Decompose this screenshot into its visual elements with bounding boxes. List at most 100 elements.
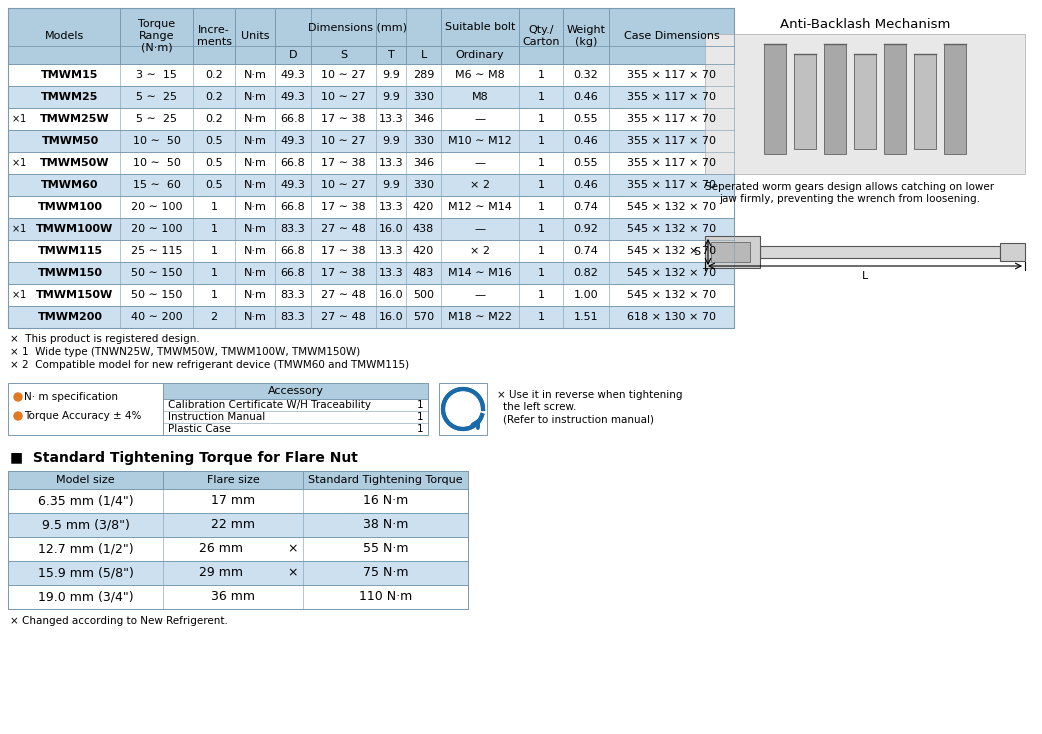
Text: 13.3: 13.3 (378, 114, 403, 124)
Bar (760, 246, 1000, 258)
Text: 1: 1 (538, 158, 545, 168)
Text: N·m: N·m (244, 70, 267, 80)
Bar (311, 46, 376, 64)
Text: Case Dimensions: Case Dimensions (623, 31, 719, 41)
Text: 27 ∼ 48: 27 ∼ 48 (321, 224, 366, 234)
Text: —: — (474, 158, 486, 168)
Text: 0.74: 0.74 (573, 246, 598, 256)
Text: 5 ∼  25: 5 ∼ 25 (137, 114, 177, 124)
Text: 500: 500 (413, 290, 435, 300)
Text: TMWM150W: TMWM150W (36, 290, 114, 300)
Text: M14 ∼ M16: M14 ∼ M16 (448, 268, 512, 278)
Bar (711, 242, 750, 262)
Bar (303, 471, 468, 489)
Bar (764, 44, 786, 154)
Text: 0.46: 0.46 (574, 180, 598, 190)
Bar (8, 240, 734, 262)
Text: the left screw.: the left screw. (503, 402, 576, 412)
Text: 1: 1 (538, 224, 545, 234)
Text: TMWM100W: TMWM100W (36, 224, 114, 234)
Text: 17 ∼ 38: 17 ∼ 38 (321, 114, 366, 124)
Bar (8, 218, 734, 240)
Text: ×: × (288, 542, 298, 556)
Text: 3 ∼  15: 3 ∼ 15 (137, 70, 177, 80)
Text: 0.74: 0.74 (573, 202, 598, 212)
Text: TMWM50W: TMWM50W (41, 158, 109, 168)
Text: 9.9: 9.9 (382, 136, 400, 146)
Text: 1: 1 (538, 136, 545, 146)
Bar (8, 471, 163, 489)
Text: 22 mm: 22 mm (210, 518, 255, 531)
Bar (705, 34, 1025, 174)
Text: N·m: N·m (244, 268, 267, 278)
Text: 26 mm: 26 mm (199, 542, 243, 556)
Text: L: L (862, 271, 868, 281)
Text: 1: 1 (538, 290, 545, 300)
Text: Model size: Model size (56, 475, 115, 485)
Bar (8, 383, 163, 435)
Text: 355 × 117 × 70: 355 × 117 × 70 (627, 114, 716, 124)
Text: 1: 1 (210, 290, 218, 300)
Text: 545 × 132 × 70: 545 × 132 × 70 (627, 246, 716, 256)
Bar (441, 8, 519, 46)
Text: Suitable bolt: Suitable bolt (445, 22, 515, 32)
Text: 29 mm: 29 mm (199, 567, 243, 580)
Text: M8: M8 (472, 92, 489, 102)
Text: 16 N·m: 16 N·m (363, 495, 408, 507)
Text: 25 ∼ 115: 25 ∼ 115 (130, 246, 182, 256)
Text: Units: Units (241, 31, 269, 41)
Text: 110 N·m: 110 N·m (358, 590, 413, 603)
Text: 0.55: 0.55 (574, 158, 598, 168)
Text: 12.7 mm (1/2"): 12.7 mm (1/2") (38, 542, 133, 556)
Bar (8, 174, 734, 196)
Text: Dimensions (mm): Dimensions (mm) (308, 22, 407, 32)
Text: M12 ∼ M14: M12 ∼ M14 (448, 202, 512, 212)
Text: 1.00: 1.00 (574, 290, 598, 300)
Text: Qty./
Carton: Qty./ Carton (522, 25, 560, 47)
Text: 10 ∼  50: 10 ∼ 50 (132, 158, 180, 168)
Text: 330: 330 (413, 180, 435, 190)
Text: TMWM150: TMWM150 (38, 268, 102, 278)
Text: TMWM100: TMWM100 (38, 202, 102, 212)
Text: 545 × 132 × 70: 545 × 132 × 70 (627, 290, 716, 300)
Bar (275, 46, 311, 64)
Bar (563, 8, 609, 64)
Bar (8, 284, 734, 306)
Bar (163, 383, 428, 435)
Text: 6.35 mm (1/4"): 6.35 mm (1/4") (38, 495, 133, 507)
Text: 618 × 130 × 70: 618 × 130 × 70 (627, 312, 716, 322)
Bar (824, 44, 846, 154)
Text: 0.92: 0.92 (573, 224, 598, 234)
Text: 55 N·m: 55 N·m (363, 542, 408, 556)
Text: M10 ∼ M12: M10 ∼ M12 (448, 136, 512, 146)
Text: 50 ∼ 150: 50 ∼ 150 (131, 268, 182, 278)
Bar (705, 236, 760, 268)
Text: M6 ∼ M8: M6 ∼ M8 (455, 70, 505, 80)
Text: Standard Tightening Torque: Standard Tightening Torque (308, 475, 463, 485)
Text: 13.3: 13.3 (378, 268, 403, 278)
Bar (8, 471, 468, 609)
Text: 17 ∼ 38: 17 ∼ 38 (321, 268, 366, 278)
Text: 16.0: 16.0 (378, 224, 403, 234)
Text: —: — (474, 224, 486, 234)
Text: ×  This product is registered design.: × This product is registered design. (10, 334, 200, 344)
Text: 13.3: 13.3 (378, 246, 403, 256)
Text: 0.5: 0.5 (205, 158, 223, 168)
Text: 17 ∼ 38: 17 ∼ 38 (321, 158, 366, 168)
Text: 9.9: 9.9 (382, 180, 400, 190)
Text: ×1: ×1 (13, 290, 29, 300)
Text: N·m: N·m (244, 202, 267, 212)
Text: ×1: ×1 (13, 114, 29, 124)
Text: 1: 1 (538, 268, 545, 278)
Text: 545 × 132 × 70: 545 × 132 × 70 (627, 224, 716, 234)
Text: 66.8: 66.8 (280, 202, 305, 212)
Text: 355 × 117 × 70: 355 × 117 × 70 (627, 136, 716, 146)
Text: M18 ∼ M22: M18 ∼ M22 (448, 312, 512, 322)
Bar (1000, 243, 1025, 261)
Text: 1: 1 (538, 70, 545, 80)
Text: 10 ∼ 27: 10 ∼ 27 (321, 136, 366, 146)
Bar (275, 8, 441, 46)
Bar (441, 46, 519, 64)
Bar (8, 306, 734, 328)
Text: TMWM25W: TMWM25W (41, 114, 109, 124)
